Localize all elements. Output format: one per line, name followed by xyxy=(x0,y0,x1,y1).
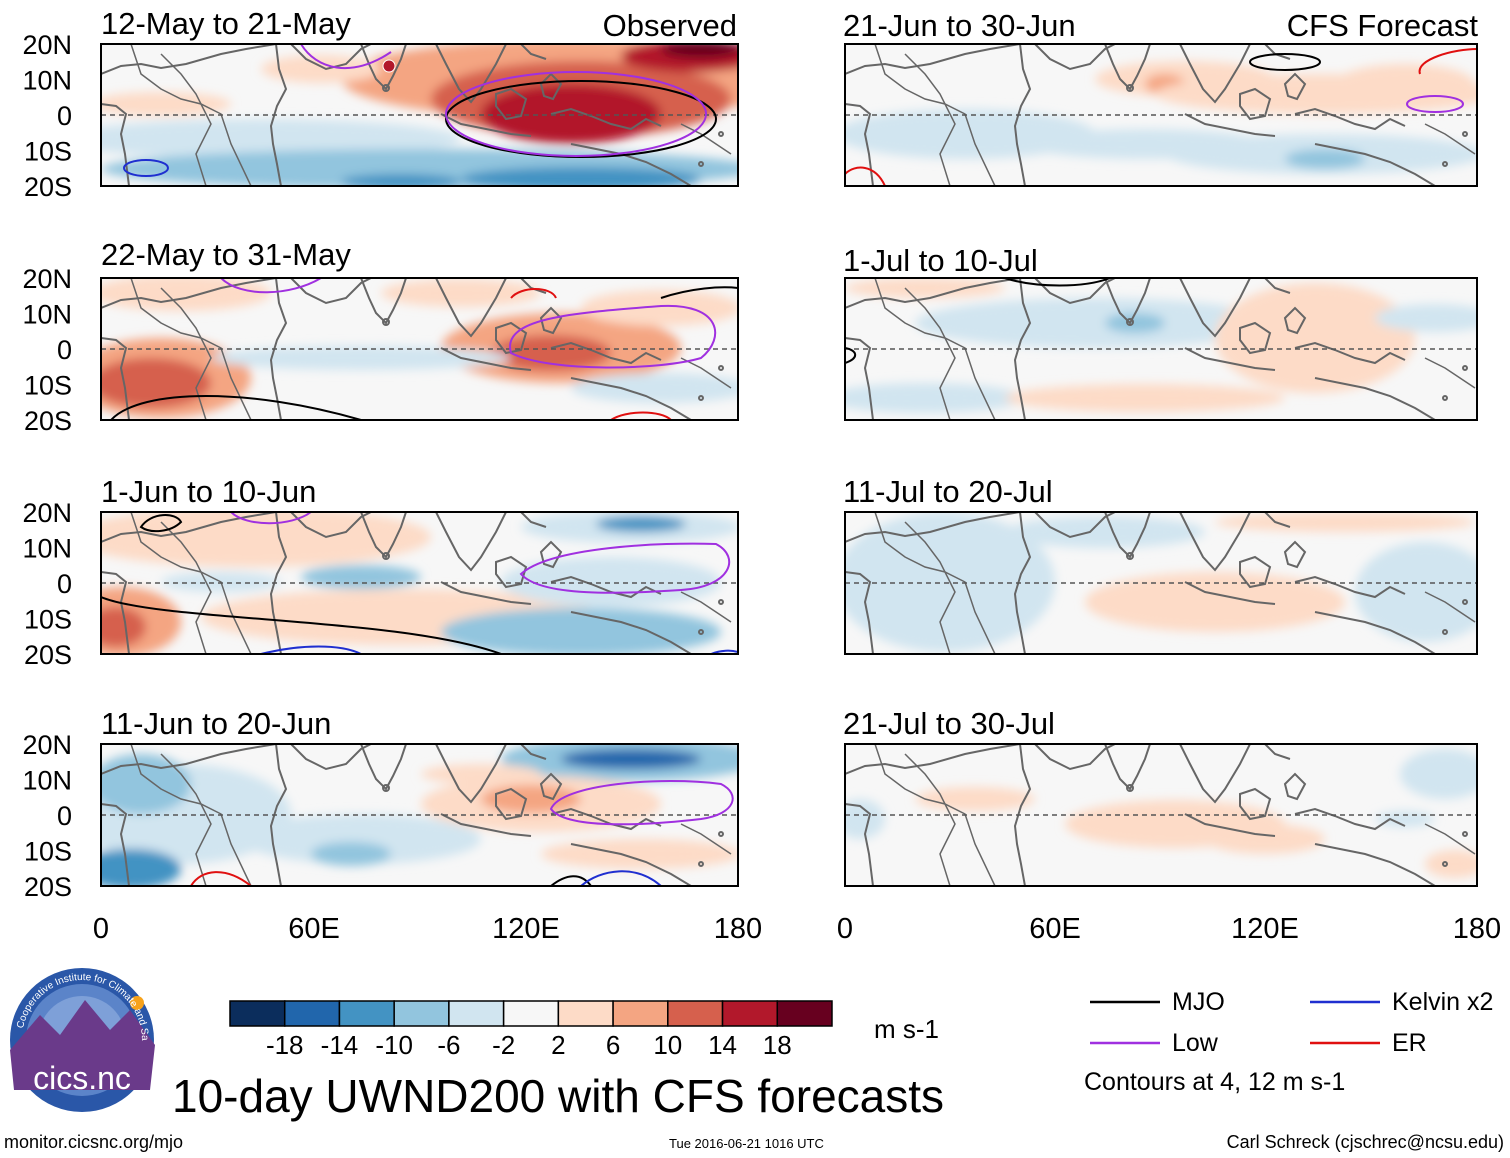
colorbar-tick-label: -14 xyxy=(321,1030,359,1060)
legend-label-mjo: MJO xyxy=(1172,988,1225,1016)
map-panel-fc1 xyxy=(844,43,1478,187)
colorbar-swatch xyxy=(721,1000,779,1027)
colorbar-tick-label: 14 xyxy=(708,1030,737,1060)
lat-label-1-0: 20N xyxy=(22,30,72,60)
lon-label-right-0: 0 xyxy=(837,913,853,945)
lat-label-2-0: 20N xyxy=(22,264,72,294)
colorbar-swatch xyxy=(338,1000,395,1027)
lat-label-4-0: 20N xyxy=(22,730,72,760)
panel-title-fc4: 21-Jul to 30-Jul xyxy=(843,706,1055,741)
colorbar-swatch xyxy=(229,1000,286,1027)
panel-title-obs3: 1-Jun to 10-Jun xyxy=(101,474,316,509)
contour-note: Contours at 4, 12 m s-1 xyxy=(1084,1068,1345,1096)
observed-label: Observed xyxy=(603,8,737,43)
colorbar-swatch xyxy=(283,1000,341,1027)
map-panel-obs4 xyxy=(100,743,739,887)
lon-label-left-180: 180 xyxy=(714,913,762,945)
lat-label-3-4: 20S xyxy=(24,640,72,670)
main-title: 10-day UWND200 with CFS forecasts xyxy=(172,1070,944,1122)
panel-title-fc2: 1-Jul to 10-Jul xyxy=(843,243,1038,278)
lon-label-right-120e: 120E xyxy=(1231,913,1299,945)
colorbar-swatch xyxy=(667,1000,724,1027)
lat-label-4-2: 0 xyxy=(57,801,72,831)
map-panel-obs1 xyxy=(100,43,739,187)
legend-label-kelvin: Kelvin x2 xyxy=(1392,988,1493,1016)
timestamp-label: Tue 2016-06-21 1016 UTC xyxy=(669,1136,824,1151)
colorbar-tick-label: 10 xyxy=(653,1030,682,1060)
lon-label-right-60e: 60E xyxy=(1029,913,1081,945)
lat-label-2-3: 10S xyxy=(24,371,72,401)
lon-label-left-120e: 120E xyxy=(492,913,560,945)
lat-label-3-2: 0 xyxy=(57,569,72,599)
lat-label-2-4: 20S xyxy=(24,406,72,436)
colorbar-tick-label: -2 xyxy=(492,1030,515,1060)
author-label: Carl Schreck (cjschrec@ncsu.edu) xyxy=(1227,1132,1504,1152)
panel-title-obs2: 22-May to 31-May xyxy=(101,237,351,272)
lat-label-4-4: 20S xyxy=(24,872,72,902)
colorbar-tick-label: 18 xyxy=(763,1030,792,1060)
colorbar-unit: m s-1 xyxy=(874,1014,939,1044)
panel-title-fc1: 21-Jun to 30-Jun xyxy=(843,8,1076,43)
lat-label-1-1: 10N xyxy=(22,66,72,96)
map-panel-obs3 xyxy=(100,511,739,655)
forecast-label: CFS Forecast xyxy=(1287,8,1479,43)
colorbar-swatch xyxy=(393,1000,450,1027)
colorbar-tick-label: 6 xyxy=(606,1030,620,1060)
lon-label-left-0: 0 xyxy=(93,913,109,945)
panel-title-fc3: 11-Jul to 20-Jul xyxy=(843,474,1053,509)
lat-axis-labels: 20N 10N 0 10S 20S 20N 10N 0 10S 20S 20N 10N 0 10S 20S 2… xyxy=(22,30,72,902)
colorbar-tick-label: -18 xyxy=(266,1030,304,1060)
lat-label-1-3: 10S xyxy=(24,137,72,167)
colorbar-swatch xyxy=(557,1000,614,1027)
map-panel-obs2 xyxy=(100,277,739,421)
colorbar-swatch xyxy=(776,1000,833,1027)
colorbar-swatch xyxy=(448,1000,505,1027)
website-label: monitor.cicsnc.org/mjo xyxy=(4,1132,183,1152)
logo-text: cics.nc xyxy=(33,1060,131,1096)
colorbar-swatch xyxy=(502,1000,560,1027)
lon-label-right-180: 180 xyxy=(1453,913,1501,945)
map-panel-fc3 xyxy=(844,511,1478,655)
lat-label-3-1: 10N xyxy=(22,534,72,564)
contour-legend: MJO Kelvin x2 Low ER Contours at 4, 12 m… xyxy=(1084,988,1493,1096)
map-panel-fc2 xyxy=(844,277,1478,421)
lon-label-left-60e: 60E xyxy=(288,913,340,945)
lat-label-2-1: 10N xyxy=(22,300,72,330)
lat-label-4-1: 10N xyxy=(22,766,72,796)
colorbar: -18 -14 -10 -6 -2 2 6 10 14 18 m s-1 xyxy=(229,1000,939,1060)
colorbar-swatch xyxy=(612,1000,669,1027)
legend-label-er: ER xyxy=(1392,1029,1427,1057)
map-panel-fc4 xyxy=(844,743,1478,887)
lat-label-4-3: 10S xyxy=(24,837,72,867)
lat-label-1-2: 0 xyxy=(57,101,72,131)
panel-title-obs1: 12-May to 21-May xyxy=(101,6,351,41)
lat-label-2-2: 0 xyxy=(57,335,72,365)
colorbar-tick-label: -6 xyxy=(437,1030,460,1060)
lat-label-1-4: 20S xyxy=(24,172,72,202)
legend-label-low: Low xyxy=(1172,1029,1219,1057)
lat-label-3-0: 20N xyxy=(22,498,72,528)
colorbar-tick-label: 2 xyxy=(551,1030,565,1060)
lat-label-3-3: 10S xyxy=(24,605,72,635)
panel-title-obs4: 11-Jun to 20-Jun xyxy=(101,706,331,741)
colorbar-tick-label: -10 xyxy=(375,1030,413,1060)
